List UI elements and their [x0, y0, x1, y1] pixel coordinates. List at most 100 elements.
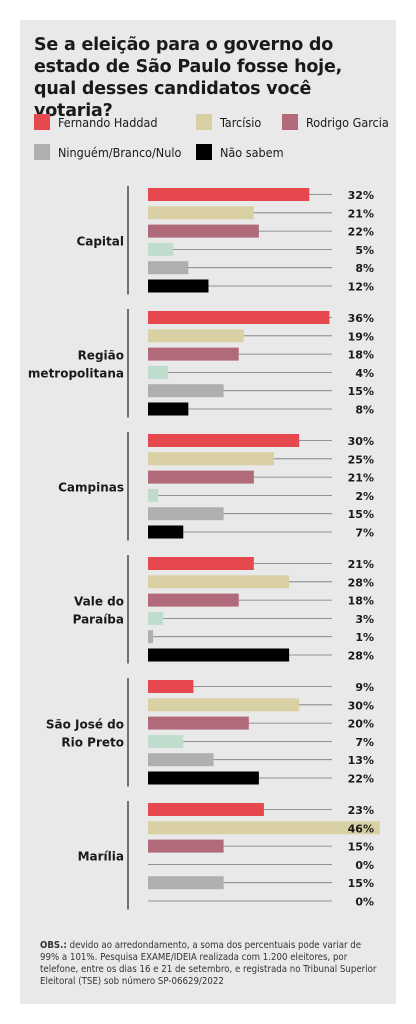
bar — [148, 365, 169, 379]
group-label: Marília — [78, 849, 124, 863]
legend-item-nao-sabem: Não sabem — [196, 144, 284, 160]
bar — [148, 593, 239, 607]
legend-item-rodrigo-garcia: Rodrigo Garcia — [282, 114, 389, 130]
legend-swatch-tarcisio — [196, 114, 212, 130]
bar — [148, 206, 254, 220]
group-label: Região — [78, 348, 124, 362]
data-label: 28% — [348, 576, 374, 589]
data-label: 30% — [348, 699, 374, 712]
data-label: 8% — [355, 262, 374, 275]
bar — [148, 525, 184, 539]
bar — [148, 839, 224, 853]
legend-swatch-rodrigo-garcia — [282, 114, 298, 130]
data-label: 36% — [348, 312, 374, 325]
bar — [148, 611, 164, 625]
bar — [148, 753, 214, 767]
bar — [148, 224, 259, 238]
data-label: 28% — [348, 650, 374, 663]
legend-item-ninguem: Ninguém/Branco/Nulo — [34, 144, 181, 160]
bar — [148, 630, 154, 644]
bar — [148, 470, 254, 484]
data-label: 0% — [355, 859, 374, 872]
chart-title: Se a eleição para o governo do estado de… — [34, 35, 343, 121]
data-label: 3% — [355, 613, 374, 626]
bar — [148, 771, 259, 785]
bar — [148, 242, 174, 256]
group-label: Vale do — [74, 594, 124, 608]
data-label: 4% — [355, 367, 374, 380]
data-label: 21% — [348, 472, 374, 485]
bar — [148, 648, 290, 662]
group-label: Capital — [76, 234, 124, 248]
legend-label-tarcisio: Tarcísio — [220, 114, 262, 130]
bar — [148, 507, 224, 521]
data-label: 22% — [348, 773, 374, 786]
bar — [148, 311, 330, 324]
group-label: metropolitana — [28, 366, 124, 380]
data-label: 0% — [355, 896, 374, 909]
bar — [148, 803, 264, 816]
group-label: Paraíba — [73, 612, 124, 626]
data-label: 1% — [355, 631, 374, 644]
legend-label-ninguem: Ninguém/Branco/Nulo — [58, 144, 182, 160]
legend-label-nao-sabem: Não sabem — [220, 144, 284, 160]
data-label: 12% — [348, 281, 374, 294]
group-label: Rio Preto — [61, 735, 124, 749]
data-label: 20% — [348, 718, 374, 731]
data-label: 15% — [348, 877, 374, 890]
footnote: OBS.: devido ao arredondamento, a soma d… — [40, 940, 380, 988]
bar — [148, 575, 290, 589]
bar — [148, 557, 254, 570]
bar — [148, 402, 189, 416]
bar — [148, 452, 274, 466]
data-label: 15% — [348, 841, 374, 854]
bar — [148, 680, 194, 693]
data-label: 22% — [348, 226, 374, 239]
legend-swatch-haddad — [34, 114, 50, 130]
data-label: 19% — [348, 330, 374, 343]
data-label: 25% — [348, 453, 374, 466]
bar — [148, 734, 184, 748]
bar — [148, 329, 244, 343]
bar — [148, 488, 159, 502]
data-label: 18% — [348, 349, 374, 362]
footnote-text: devido ao arredondamento, a soma dos per… — [40, 940, 377, 987]
data-label: 8% — [355, 404, 374, 417]
bar — [148, 347, 239, 361]
data-label: 13% — [348, 754, 374, 767]
data-label: 21% — [348, 207, 374, 220]
bar — [148, 716, 249, 730]
data-label: 32% — [348, 189, 374, 202]
legend-label-haddad: Fernando Haddad — [58, 114, 158, 130]
data-label: 30% — [348, 435, 374, 448]
bar-chart: Capital 32% 21% 22% 5% 8% 12% Região metropolita… — [28, 186, 380, 910]
bar — [148, 384, 224, 398]
data-label: 7% — [355, 736, 374, 749]
footnote-prefix: OBS.: — [40, 940, 67, 951]
group-label: São José do — [46, 717, 124, 731]
bar — [148, 188, 310, 201]
data-label: 15% — [348, 508, 374, 521]
data-label: 23% — [348, 804, 374, 817]
infographic-card: Se a eleição para o governo do estado de… — [20, 20, 396, 1004]
bar — [148, 876, 224, 890]
data-label: 2% — [355, 490, 374, 503]
legend-item-haddad: Fernando Haddad — [34, 114, 158, 130]
bar — [148, 279, 209, 293]
legend-item-tarcisio: Tarcísio — [196, 114, 261, 130]
data-label: 46% — [348, 822, 374, 835]
data-label: 21% — [348, 558, 374, 571]
data-label: 18% — [348, 595, 374, 608]
legend-swatch-ninguem — [34, 144, 50, 160]
data-label: 9% — [355, 681, 374, 694]
data-label: 7% — [355, 527, 374, 540]
bar — [148, 821, 380, 835]
bar — [148, 261, 189, 275]
legend-swatch-nao-sabem — [196, 144, 212, 160]
data-label: 15% — [348, 385, 374, 398]
legend-label-rodrigo-garcia: Rodrigo Garcia — [306, 114, 389, 130]
data-label: 5% — [355, 244, 374, 257]
group-label: Campinas — [58, 480, 124, 494]
bar — [148, 434, 300, 447]
bar — [148, 698, 300, 712]
